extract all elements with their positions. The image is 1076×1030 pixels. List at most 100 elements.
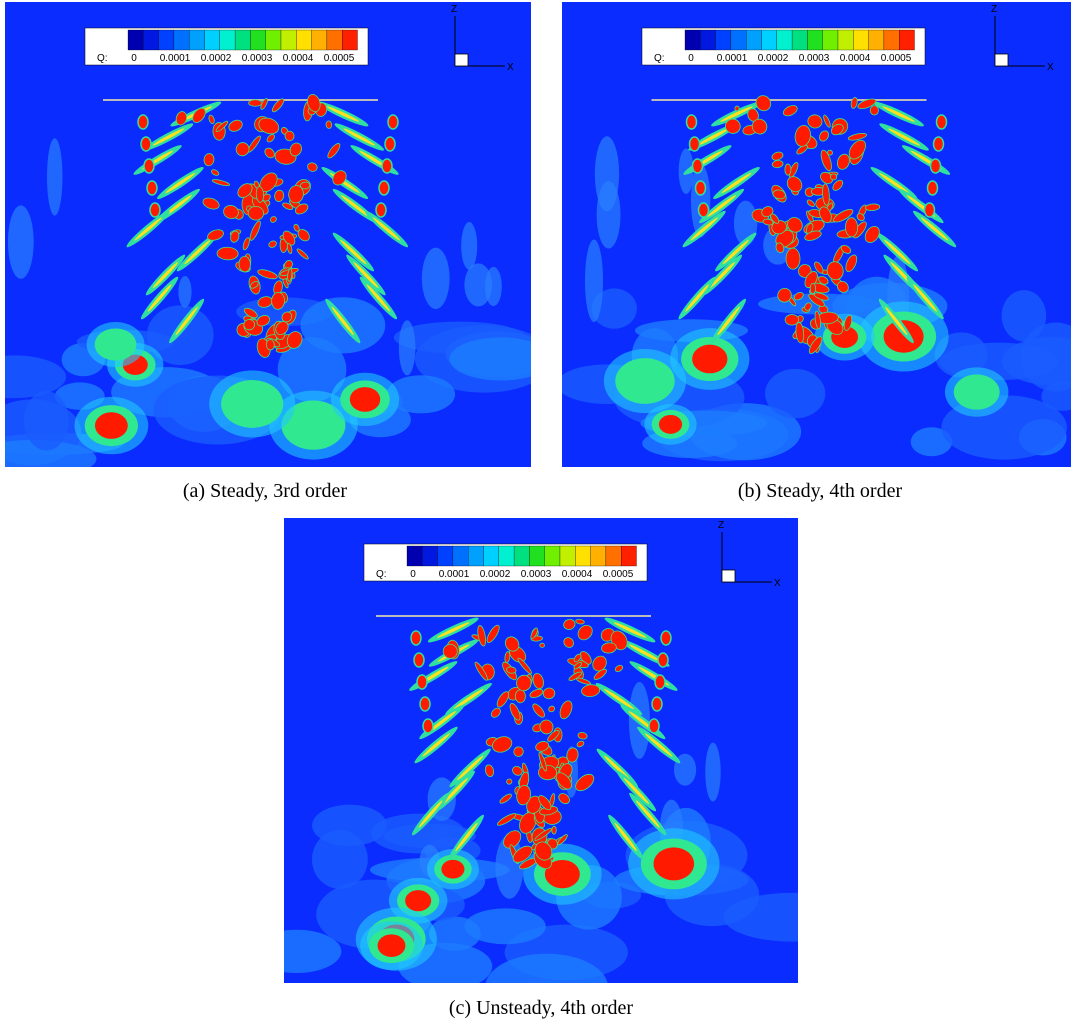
colorbar-swatch	[823, 30, 838, 50]
colorbar-swatch	[762, 30, 777, 50]
core	[385, 137, 395, 151]
core	[937, 115, 947, 129]
page: Q:00.00010.00020.00030.00040.0005ZX Q:00…	[0, 0, 1076, 1030]
core	[687, 115, 697, 129]
core	[515, 690, 525, 703]
colorbar-label: Q:	[97, 53, 108, 64]
core	[441, 860, 464, 879]
core	[423, 719, 433, 733]
core	[928, 181, 938, 195]
colorbar-swatch	[281, 30, 296, 50]
core	[405, 890, 431, 911]
axis-x-label: X	[774, 578, 781, 589]
caption: (a) Steady, 3rd order	[183, 480, 347, 503]
colorbar-swatch	[838, 30, 853, 50]
colorbar-tick-label: 0.0002	[480, 569, 511, 580]
patch	[597, 181, 621, 249]
core	[144, 159, 154, 173]
patch	[8, 205, 34, 278]
contour-plot: Q:00.00010.00020.00030.00040.0005ZX	[562, 2, 1071, 467]
colorbar-swatch	[575, 546, 590, 566]
colorbar-swatch	[807, 30, 822, 50]
core	[652, 697, 662, 711]
core	[138, 115, 148, 129]
core	[692, 345, 727, 374]
core	[655, 675, 665, 689]
caption: (c) Unsteady, 4th order	[449, 997, 633, 1020]
core	[141, 137, 151, 151]
halo	[954, 374, 1000, 409]
patch	[24, 391, 69, 450]
colorbar-swatch	[746, 30, 761, 50]
core	[266, 339, 275, 350]
colorbar-tick-label: 0.0005	[881, 53, 912, 64]
colorbar-tick-label: 0	[688, 53, 694, 64]
core	[249, 100, 262, 107]
colorbar-swatch	[296, 30, 311, 50]
halo	[615, 358, 674, 404]
core	[378, 934, 406, 957]
core	[786, 248, 800, 269]
axis-x-label: X	[1047, 62, 1054, 73]
colorbar-swatch	[327, 30, 342, 50]
colorbar-swatch	[853, 30, 868, 50]
core	[382, 159, 392, 173]
colorbar-swatch	[899, 30, 914, 50]
colorbar-swatch	[312, 30, 327, 50]
core	[147, 181, 157, 195]
core	[244, 319, 255, 330]
colorbar-swatch	[250, 30, 265, 50]
core	[285, 131, 295, 142]
axis-z-label: Z	[991, 4, 997, 15]
caption: (b) Steady, 4th order	[738, 480, 902, 503]
core	[934, 137, 944, 151]
colorbar-swatch	[606, 546, 621, 566]
core	[239, 256, 251, 272]
colorbar-swatch	[266, 30, 281, 50]
colorbar-tick-label: 0.0004	[840, 53, 871, 64]
colorbar-swatch	[716, 30, 731, 50]
colorbar-swatch	[484, 546, 499, 566]
colorbar-swatch	[438, 546, 453, 566]
colorbar-swatch	[685, 30, 700, 50]
core	[931, 159, 941, 173]
core	[830, 174, 837, 180]
patch	[464, 263, 492, 306]
core	[326, 121, 332, 129]
colorbar-tick-label: 0.0002	[758, 53, 789, 64]
patch	[422, 248, 450, 309]
colorbar-swatch	[777, 30, 792, 50]
core	[690, 137, 700, 151]
core	[661, 631, 671, 645]
core	[699, 203, 709, 217]
core	[350, 387, 380, 412]
colorbar-tick-label: 0.0003	[799, 53, 830, 64]
halo	[221, 380, 283, 428]
colorbar-tick-label: 0.0001	[439, 569, 470, 580]
halo	[95, 328, 137, 360]
core	[271, 292, 284, 309]
colorbar-swatch	[189, 30, 204, 50]
colorbar-swatch	[205, 30, 220, 50]
patch	[585, 240, 603, 322]
colorbar-swatch	[884, 30, 899, 50]
colorbar-swatch	[792, 30, 807, 50]
colorbar-swatch	[220, 30, 235, 50]
panel: Q:00.00010.00020.00030.00040.0005ZX	[284, 518, 798, 988]
core	[379, 181, 389, 195]
colorbar-swatch	[731, 30, 746, 50]
colorbar-tick-label: 0.0005	[324, 53, 355, 64]
core	[693, 159, 703, 173]
colorbar-swatch	[591, 546, 606, 566]
colorbar-swatch	[545, 546, 560, 566]
colorbar-tick-label: 0	[131, 53, 137, 64]
patch	[47, 138, 63, 215]
core	[785, 164, 791, 175]
colorbar-swatch	[407, 546, 422, 566]
colorbar-swatch	[143, 30, 158, 50]
patch	[765, 369, 825, 419]
colorbar-tick-label: 0.0004	[283, 53, 314, 64]
axis-z-label: Z	[718, 520, 724, 531]
colorbar-swatch	[159, 30, 174, 50]
